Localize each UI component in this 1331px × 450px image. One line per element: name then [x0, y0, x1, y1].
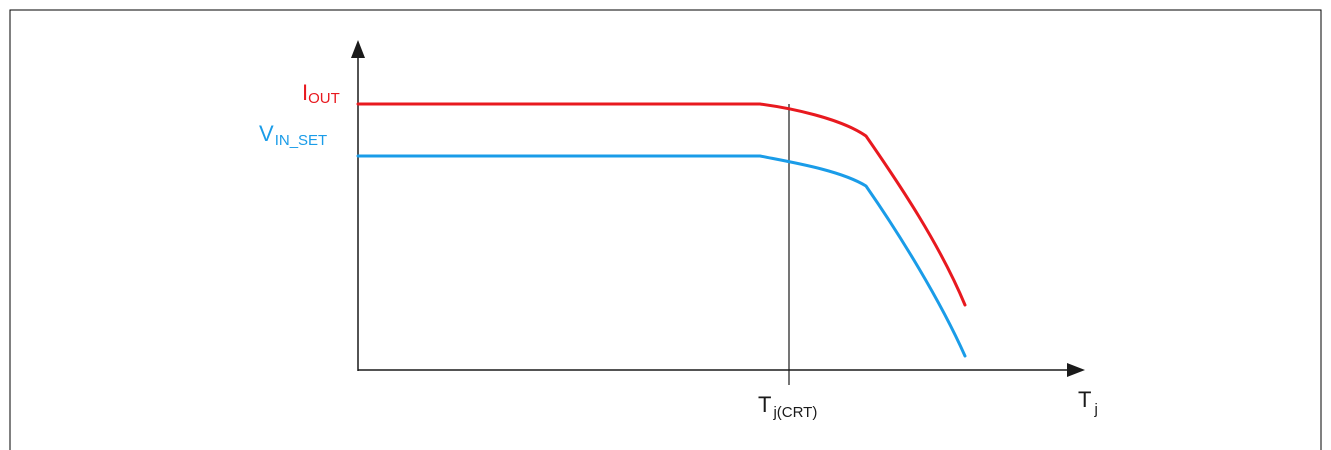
- tj-crt-label-sub: j(CRT): [772, 404, 817, 421]
- vin-set-label: VIN_SET: [259, 121, 327, 149]
- iout-curve: [356, 102, 967, 307]
- vin-set-curve: [356, 154, 967, 358]
- iout-label-main: I: [302, 80, 308, 105]
- iout-label: IOUT: [302, 80, 340, 107]
- tj-axis-label-sub: j: [1093, 401, 1097, 418]
- vin-set-label-main: V: [259, 121, 274, 146]
- y-axis-arrowhead: [351, 40, 365, 58]
- tj-crt-label-main: T: [758, 392, 771, 417]
- iout-label-sub: OUT: [308, 90, 340, 107]
- frame-border: [9, 9, 1322, 450]
- x-axis-arrowhead: [1067, 363, 1085, 377]
- tj-axis-label-main: T: [1078, 387, 1091, 412]
- vin-set-label-sub: IN_SET: [275, 132, 328, 149]
